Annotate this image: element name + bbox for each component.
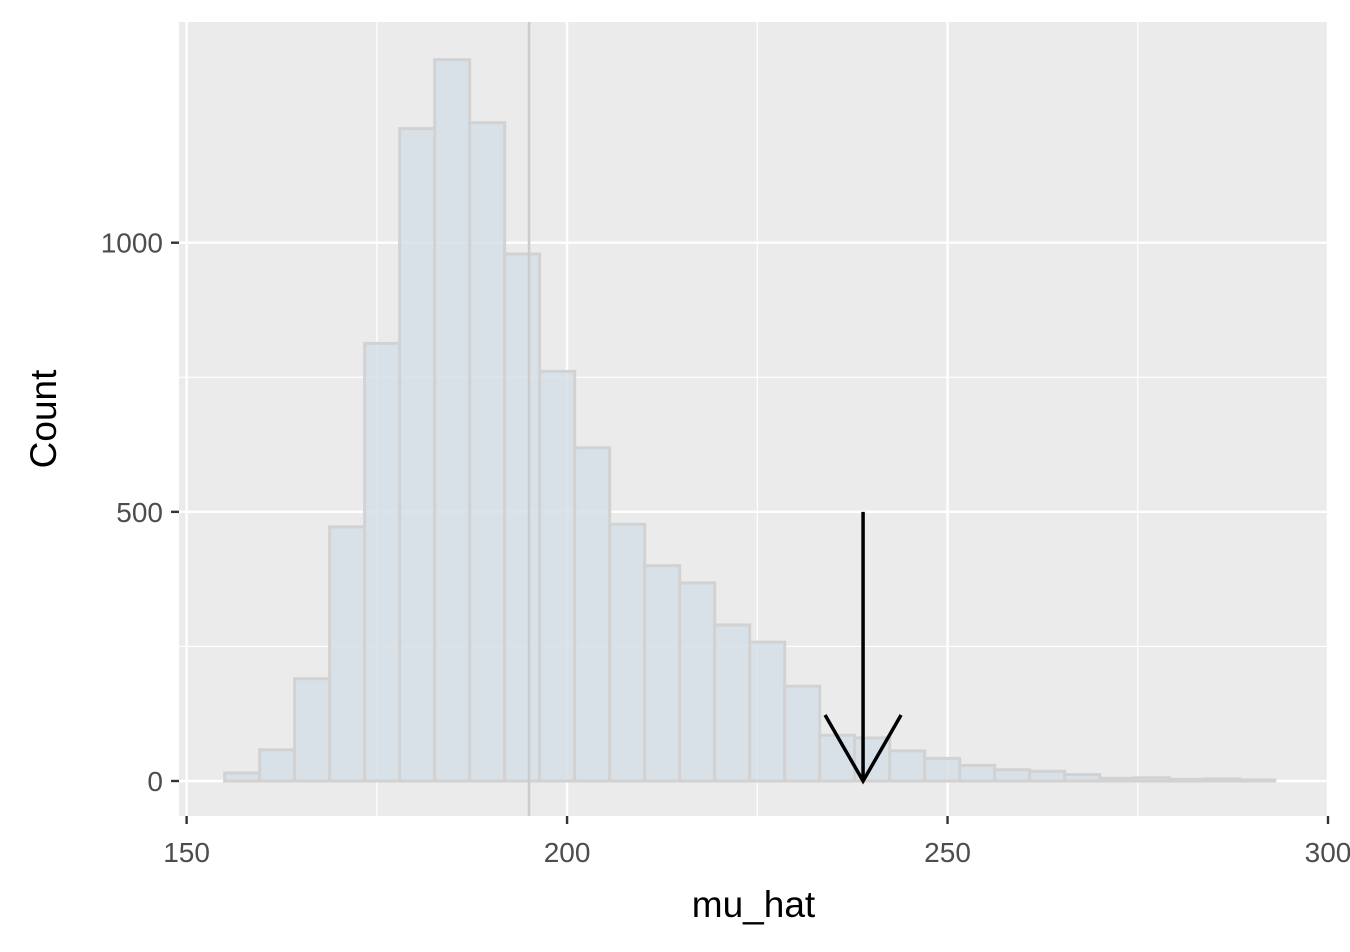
histogram-bar bbox=[608, 522, 647, 783]
histogram-bar bbox=[398, 127, 437, 783]
y-tick-label: 1000 bbox=[101, 228, 163, 259]
y-tick-label: 0 bbox=[147, 766, 163, 797]
histogram-bar bbox=[1098, 776, 1137, 783]
histogram-bar bbox=[643, 564, 682, 783]
y-axis-title: Count bbox=[23, 369, 64, 468]
histogram-bar bbox=[748, 640, 787, 783]
x-tick-label: 200 bbox=[544, 837, 591, 868]
histogram-bar bbox=[783, 684, 822, 783]
x-axis: 150 200 250 300 bbox=[163, 816, 1350, 868]
histogram-bar bbox=[888, 749, 927, 783]
y-axis: 0 500 1000 bbox=[101, 228, 179, 797]
histogram-bar bbox=[293, 677, 332, 783]
histogram-bar bbox=[678, 581, 717, 783]
histogram-bar bbox=[328, 525, 367, 783]
histogram-bar bbox=[1028, 769, 1067, 783]
histogram-bar bbox=[363, 341, 402, 783]
histogram-bar bbox=[433, 58, 472, 783]
x-tick-label: 250 bbox=[924, 837, 971, 868]
histogram-bar bbox=[923, 756, 962, 783]
arrow-annotation bbox=[823, 511, 903, 785]
histogram-bar bbox=[1168, 777, 1207, 783]
arrow-head bbox=[823, 714, 903, 785]
x-tick-label: 300 bbox=[1305, 837, 1350, 868]
histogram-bar bbox=[1203, 777, 1242, 783]
histogram-bar bbox=[958, 763, 997, 783]
x-tick-label: 150 bbox=[163, 837, 210, 868]
histogram-bar bbox=[258, 748, 297, 783]
y-tick-label: 500 bbox=[116, 497, 163, 528]
histogram-bar bbox=[538, 369, 577, 783]
histogram-bar bbox=[993, 768, 1032, 783]
histogram-bar bbox=[573, 446, 612, 783]
histogram-bar bbox=[1133, 776, 1172, 783]
histogram-bar bbox=[1063, 773, 1102, 783]
histogram-bars bbox=[223, 58, 1277, 783]
x-axis-title: mu_hat bbox=[692, 884, 816, 925]
histogram-bar bbox=[1238, 778, 1277, 783]
histogram-bar bbox=[223, 771, 262, 783]
histogram-bar bbox=[503, 252, 542, 783]
histogram-bar bbox=[713, 623, 752, 783]
histogram-bar bbox=[468, 121, 507, 783]
